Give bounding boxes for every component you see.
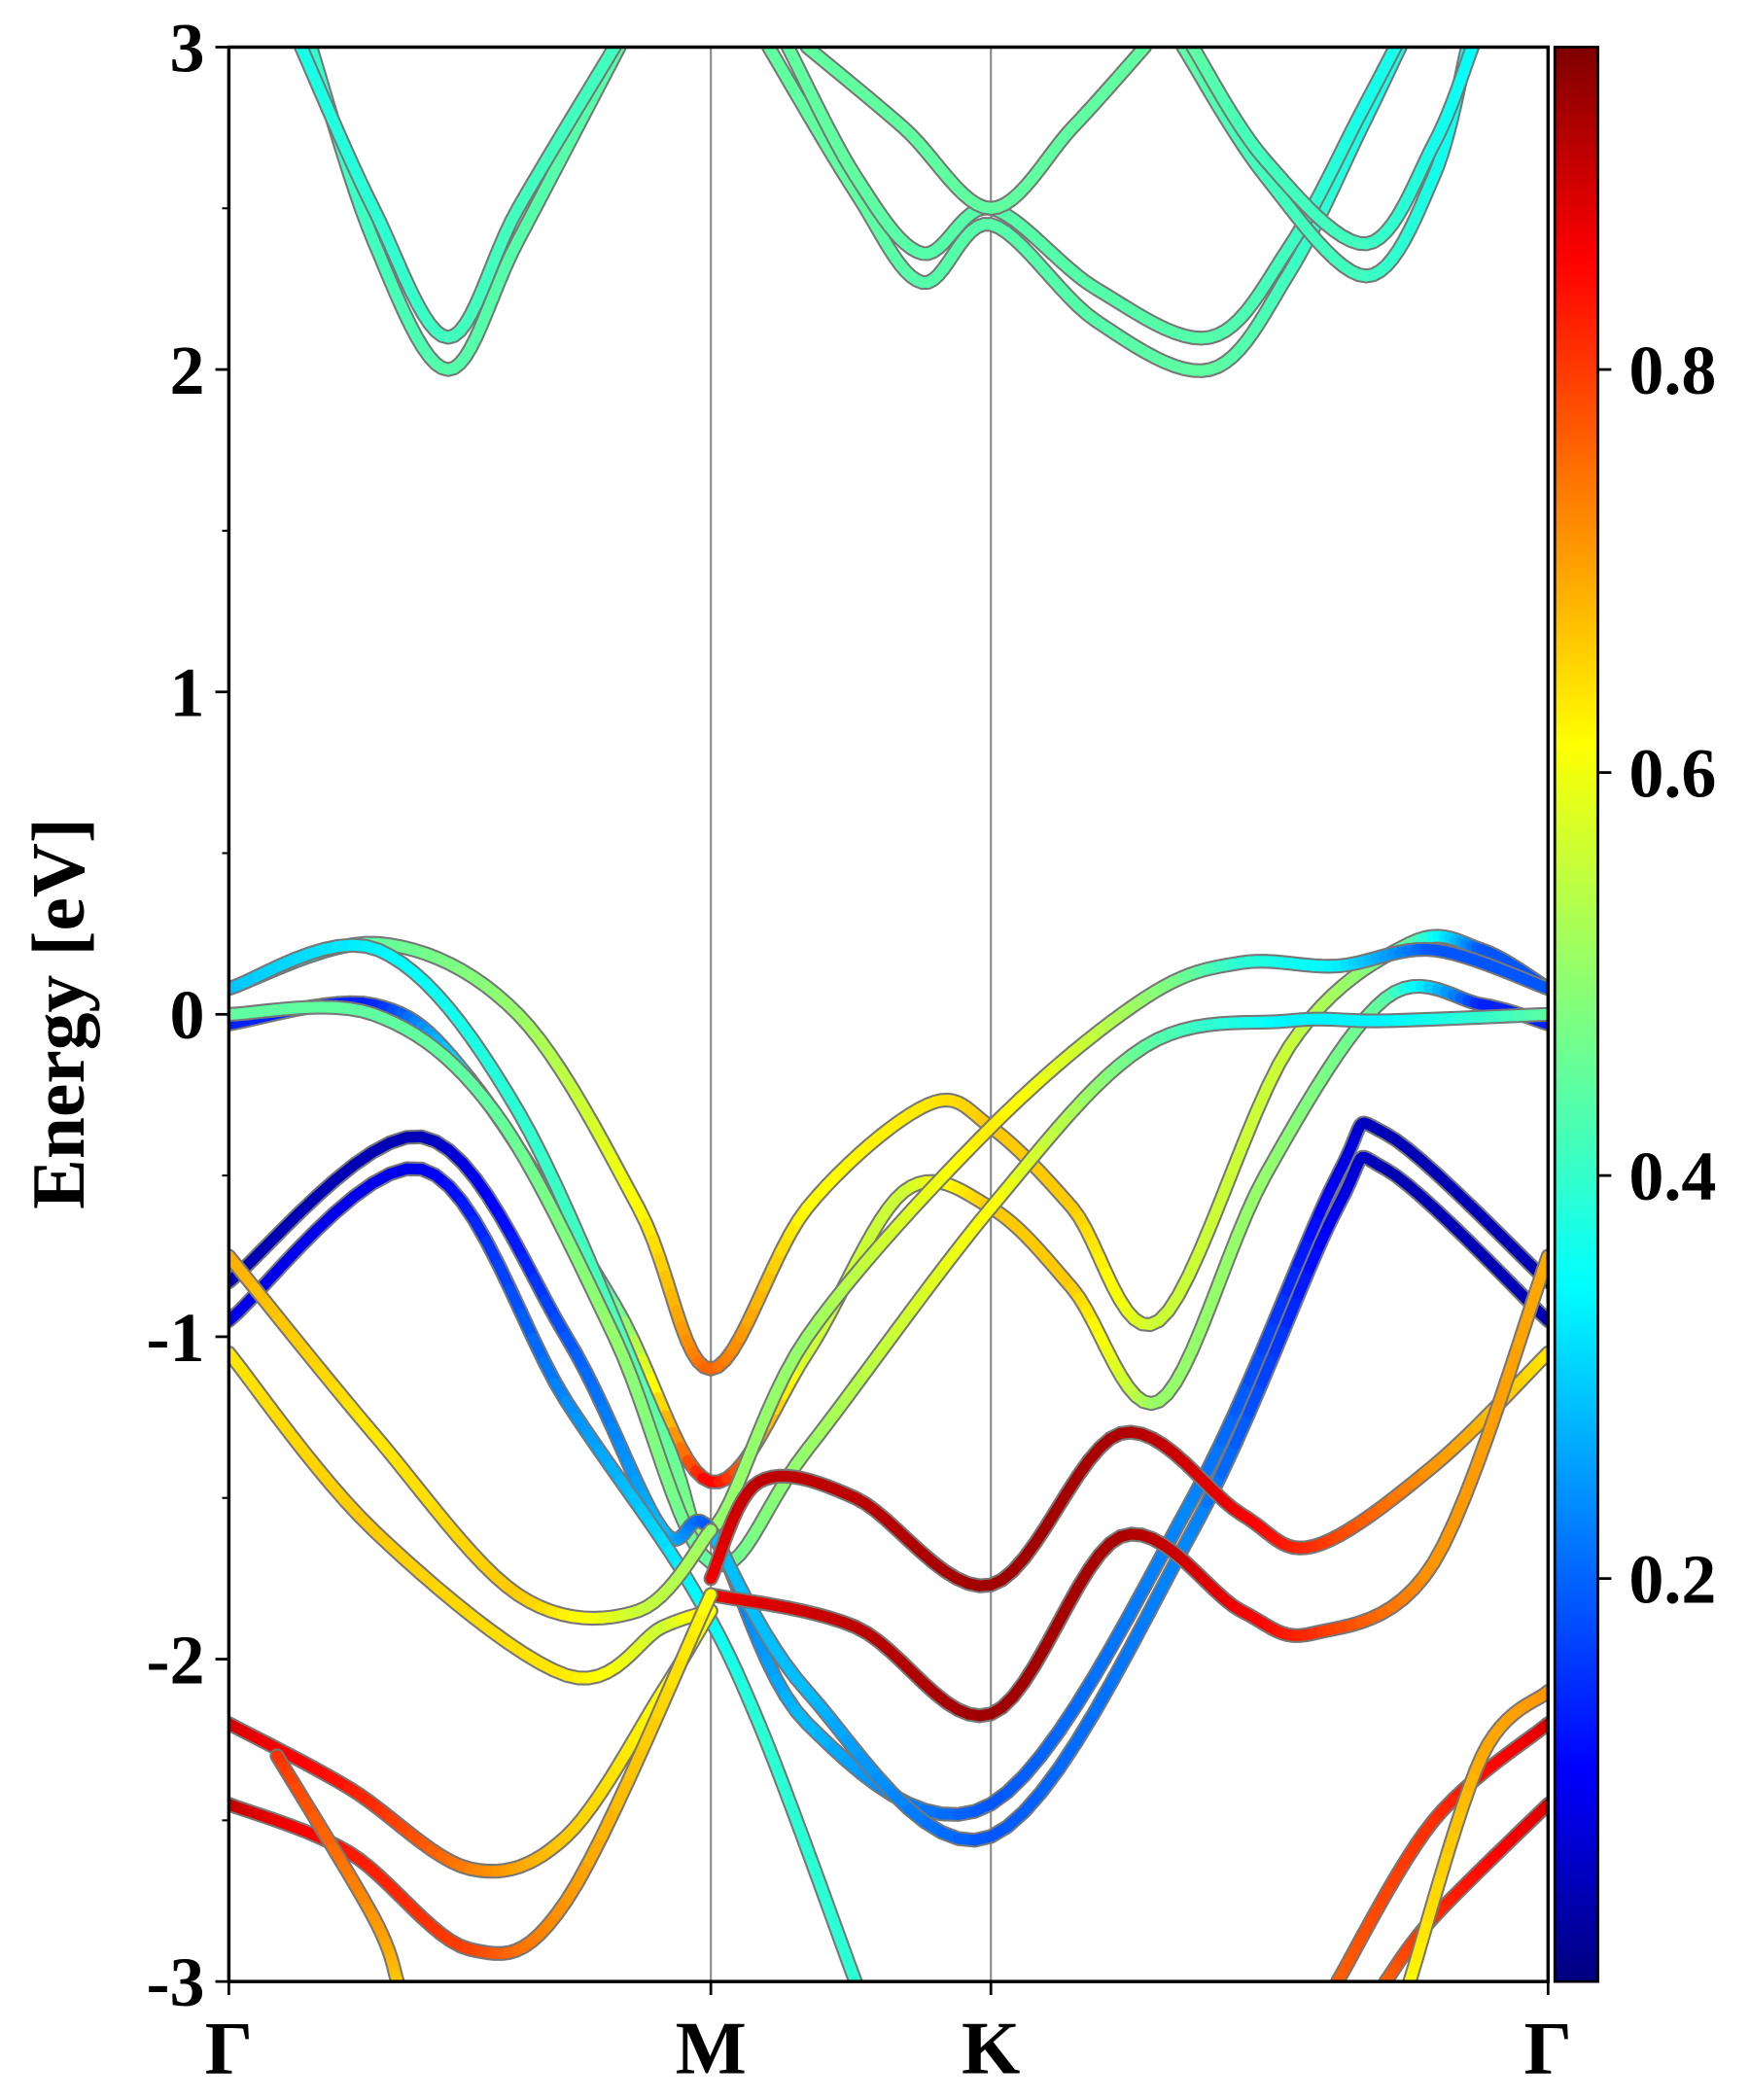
y-tick-label: 1 — [169, 654, 204, 732]
band-segment — [1471, 1430, 1493, 1472]
band-segment — [590, 1271, 614, 1312]
band-segment — [1123, 1613, 1152, 1656]
colorbar-tick-label: 0.8 — [1628, 332, 1716, 409]
band-segment — [577, 1240, 602, 1282]
y-tick-label: -1 — [146, 1299, 204, 1377]
y-tick-label: -3 — [146, 1943, 204, 2021]
y-tick-label: 0 — [169, 976, 204, 1054]
band-segment — [564, 1209, 589, 1251]
band-segment — [1070, 1706, 1101, 1747]
band-segment — [1106, 1610, 1135, 1652]
band-14 — [703, 1345, 1549, 1593]
x-tick-label: M — [676, 2006, 747, 2089]
kpoint-dividers — [710, 47, 993, 1982]
band-4 — [799, 47, 1152, 216]
band-segment — [1256, 1314, 1280, 1356]
band-17 — [228, 1345, 718, 1686]
band-16 — [228, 1248, 718, 1627]
y-tick-label: 2 — [169, 332, 204, 409]
band-segment — [1215, 1406, 1242, 1448]
x-tick-label: Γ — [205, 2006, 253, 2089]
band-10 — [228, 999, 1549, 1573]
band-23 — [1402, 1684, 1549, 1982]
band-segment — [1140, 1549, 1169, 1591]
colorbar-tick-label: 0.4 — [1628, 1138, 1716, 1215]
band-segment — [1243, 1345, 1268, 1387]
colorbar — [1553, 46, 1599, 1983]
band-segment — [1492, 1368, 1515, 1411]
band-segment — [845, 1963, 861, 1982]
y-axis-label: Energy [eV] — [17, 818, 100, 1209]
y-tick-label: -2 — [146, 1621, 204, 1698]
band-20 — [269, 1748, 405, 1982]
band-19 — [228, 1587, 718, 1961]
band-segment — [1089, 1640, 1118, 1682]
colorbar-ticks: 0.2 0.4 0.6 0.8 — [1597, 332, 1716, 1619]
band-segment — [652, 1678, 678, 1720]
band-segment — [1089, 1676, 1118, 1719]
colorbar-tick-label: 0.6 — [1628, 735, 1716, 813]
band-segment — [1070, 1670, 1101, 1711]
band-segment — [1215, 1438, 1242, 1480]
band-11 — [228, 1115, 1549, 1822]
band-segment — [1106, 1644, 1135, 1688]
band-6 — [1185, 47, 1481, 252]
band-outline — [703, 1149, 1549, 1848]
band-13 — [703, 1149, 1549, 1848]
band-segment — [1243, 1377, 1268, 1419]
y-tick-label: 3 — [169, 9, 204, 87]
band-outline — [228, 999, 1549, 1573]
colorbar-tick-label: 0.2 — [1628, 1541, 1716, 1619]
band-segment — [624, 1739, 650, 1782]
band-segment — [1140, 1582, 1169, 1625]
band-segment — [698, 1589, 717, 1616]
band-segment — [1482, 1399, 1504, 1442]
band-segment — [1230, 1408, 1255, 1450]
band-15 — [703, 1248, 1549, 1724]
band-segment — [639, 1708, 664, 1751]
band-segment — [1230, 1376, 1255, 1418]
band-3 — [780, 47, 1403, 346]
band-9 — [228, 937, 1549, 1541]
band-segment — [1123, 1579, 1152, 1622]
y-axis-ticks: -3 -2 -1 0 1 2 3 — [146, 9, 229, 2021]
band-22 — [1378, 1797, 1549, 1982]
bands-layer — [228, 47, 1549, 1982]
x-tick-label: Γ — [1524, 2006, 1572, 2089]
band-segment — [611, 1770, 636, 1812]
band-1 — [294, 47, 622, 345]
x-tick-label: K — [962, 2006, 1020, 2089]
band-segment — [702, 1524, 717, 1540]
band-segment — [1256, 1347, 1280, 1388]
